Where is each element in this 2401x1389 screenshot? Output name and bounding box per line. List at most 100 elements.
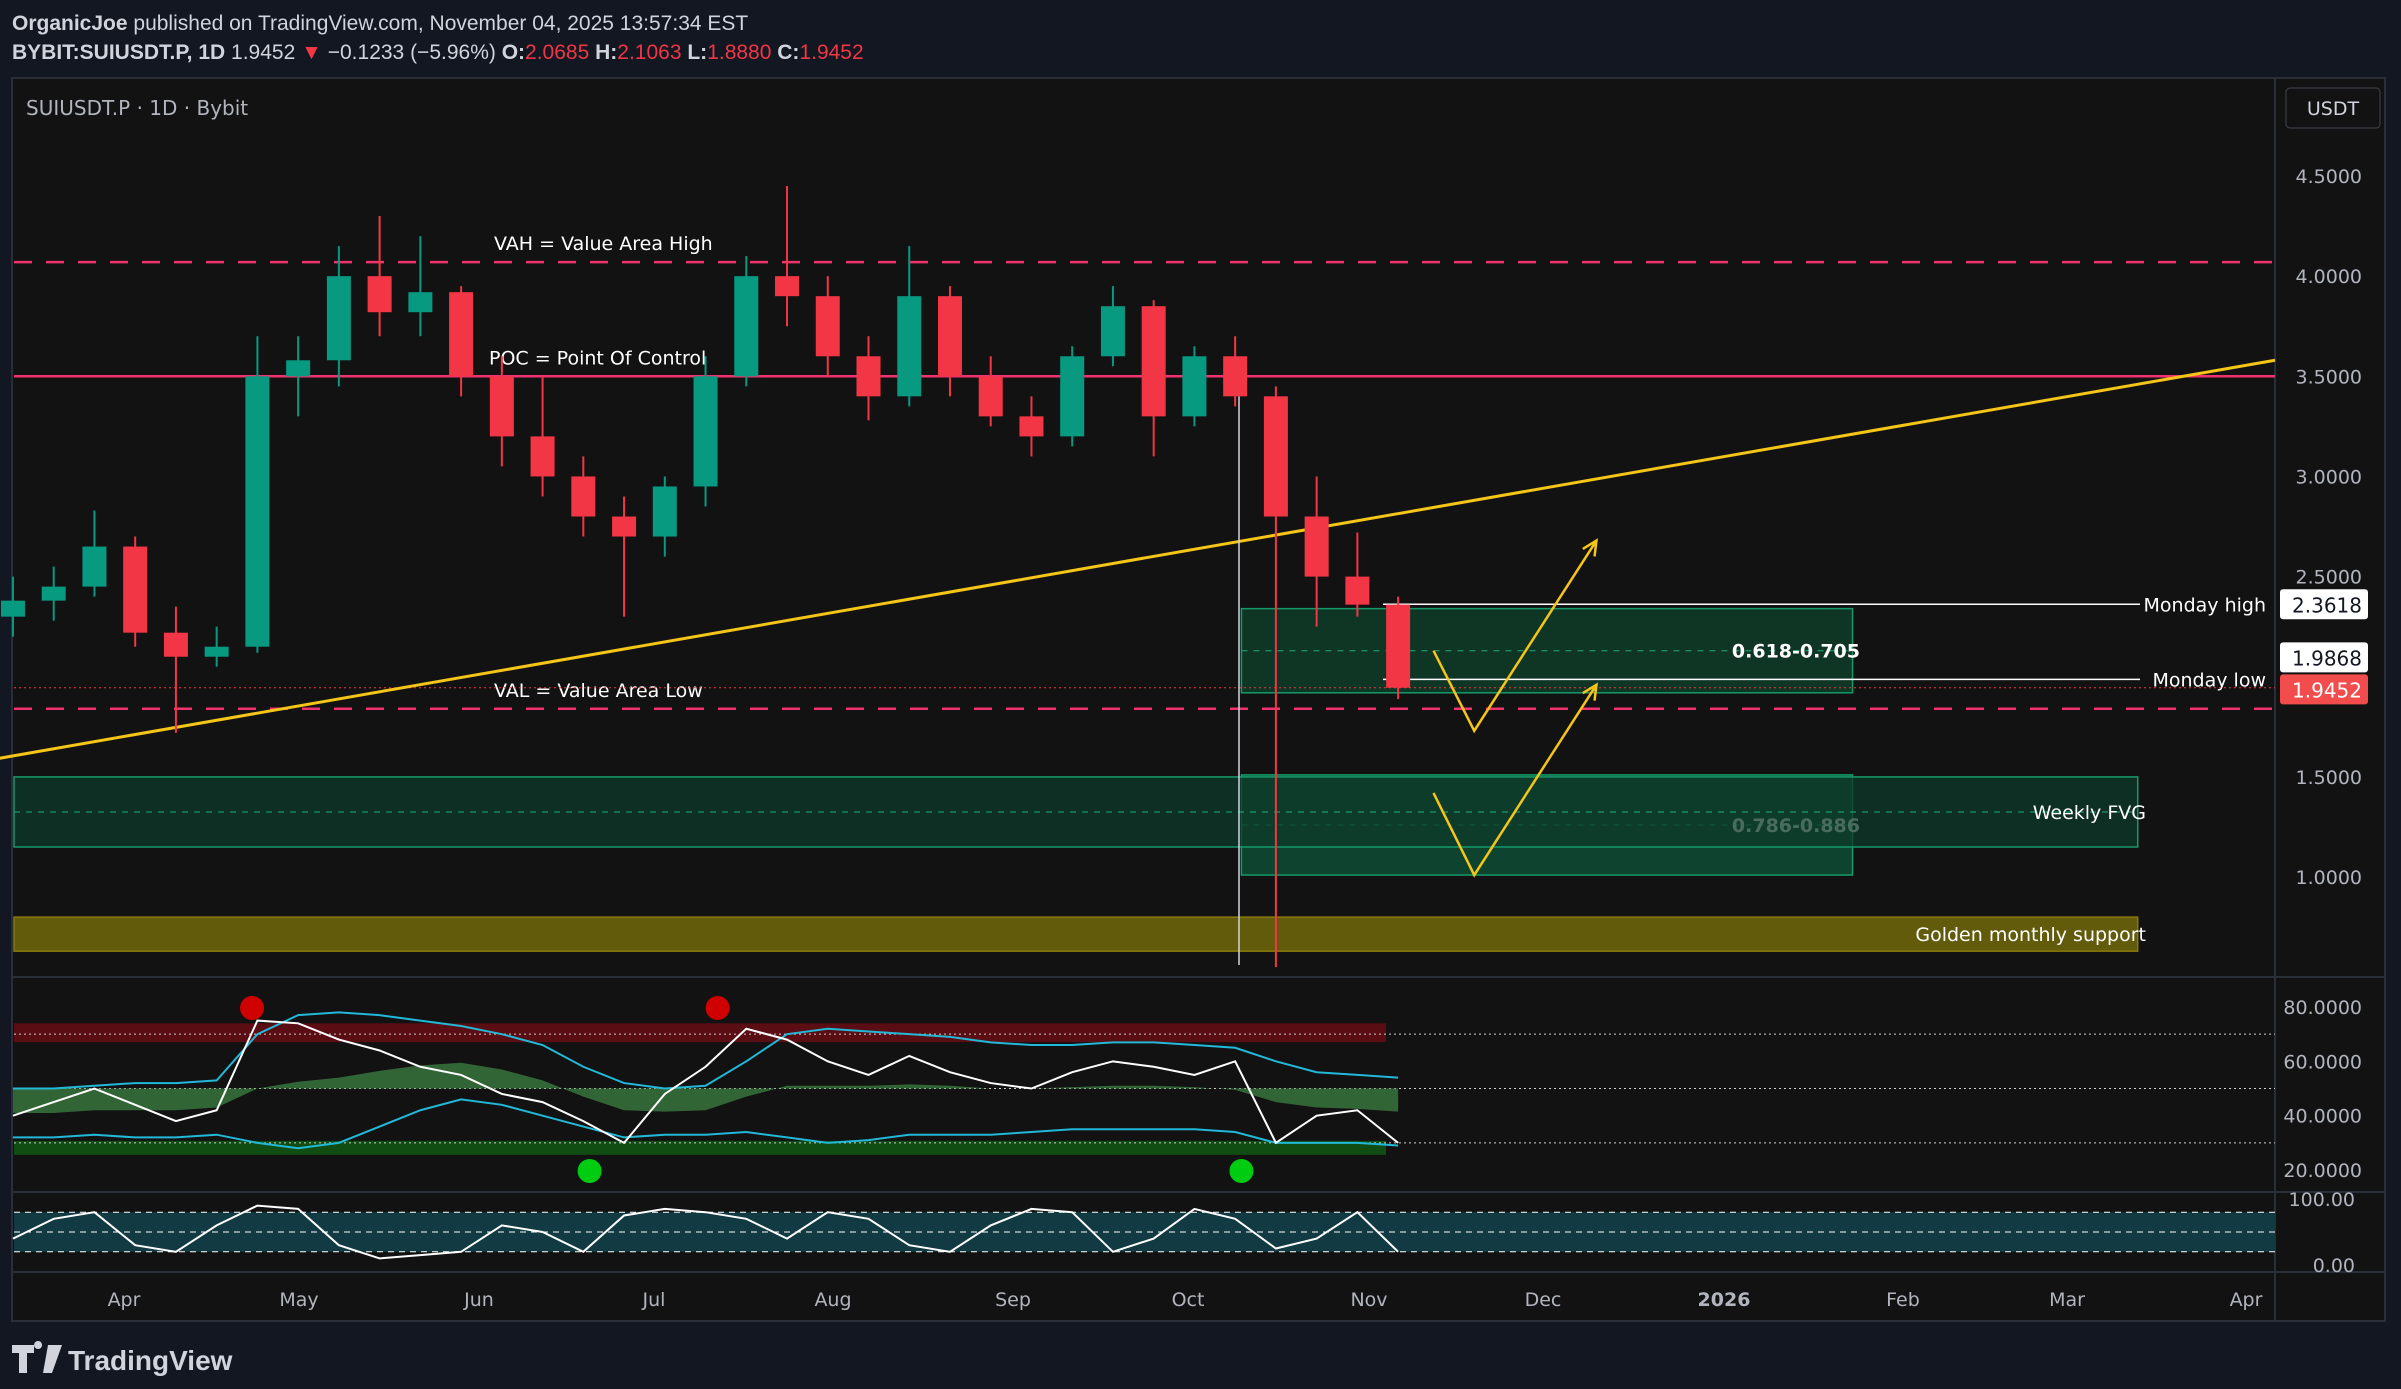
candle-body bbox=[1141, 306, 1166, 417]
candle-body bbox=[652, 486, 677, 537]
currency-button[interactable] bbox=[2285, 87, 2381, 129]
stoch-tick: 100.00 bbox=[2289, 1189, 2355, 1211]
level-label: POC = Point Of Control bbox=[489, 347, 706, 369]
candle-body bbox=[1386, 604, 1411, 688]
candle-body bbox=[123, 546, 148, 633]
projection-path bbox=[1432, 539, 1598, 734]
candle bbox=[897, 246, 922, 407]
candle-body bbox=[856, 356, 881, 397]
candle bbox=[1223, 336, 1248, 407]
candle-body bbox=[408, 292, 433, 313]
candle bbox=[123, 536, 148, 647]
buy-signal-dot bbox=[577, 1159, 602, 1183]
overbought-band bbox=[14, 1023, 1386, 1043]
publish-info: published on TradingView.com, November 0… bbox=[133, 12, 748, 35]
open-label: O: bbox=[502, 41, 525, 64]
last-price: 1.9452 bbox=[231, 41, 295, 64]
candle bbox=[245, 336, 270, 653]
candle-body bbox=[0, 600, 25, 617]
price-tag bbox=[2280, 642, 2368, 673]
axes: 4.5000 4.0000 3.5000 3.0000 2.5000 1.5000 1.00… bbox=[108, 166, 2368, 1311]
rsi-tick: 20.0000 bbox=[2283, 1160, 2362, 1182]
candle-body bbox=[1182, 356, 1207, 417]
publish-line: OrganicJoe published on TradingView.com,… bbox=[12, 12, 748, 35]
candle-body bbox=[41, 586, 66, 601]
candle-body bbox=[978, 376, 1003, 417]
candle bbox=[0, 576, 25, 637]
rsi-basis-area bbox=[12, 1062, 1399, 1113]
candle-body bbox=[1263, 396, 1288, 517]
candle bbox=[571, 456, 596, 537]
candle-body bbox=[1060, 356, 1085, 437]
candle bbox=[82, 510, 107, 597]
rsi-lower-band bbox=[12, 1098, 1399, 1150]
time-tick: Sep bbox=[995, 1289, 1031, 1311]
candle bbox=[530, 376, 555, 497]
candle-body bbox=[734, 276, 759, 377]
chart-legend[interactable]: SUIUSDT.P · 1D · Bybit bbox=[26, 96, 248, 120]
symbol-line: BYBIT:SUIUSDT.P, 1D 1.9452 ▼ −0.1233 (−5… bbox=[12, 41, 864, 64]
author[interactable]: OrganicJoe bbox=[12, 12, 128, 35]
time-tick: Apr bbox=[108, 1289, 141, 1311]
close-label: C: bbox=[777, 41, 799, 64]
arrow-head-icon bbox=[1582, 538, 1599, 557]
candle bbox=[978, 356, 1003, 427]
candle bbox=[163, 606, 188, 733]
rsi-pane[interactable] bbox=[12, 996, 2275, 1183]
time-tick: Feb bbox=[1886, 1289, 1920, 1311]
symbol: BYBIT:SUIUSDT.P, 1D bbox=[12, 41, 225, 64]
candle-body bbox=[163, 632, 188, 657]
candle bbox=[652, 476, 677, 557]
candle-body bbox=[286, 360, 311, 377]
candle-body bbox=[612, 516, 637, 537]
stoch-band bbox=[14, 1212, 2275, 1252]
level-label: VAL = Value Area Low bbox=[494, 680, 703, 702]
candle-body bbox=[1223, 356, 1248, 397]
candle-body bbox=[775, 276, 800, 297]
candle bbox=[612, 496, 637, 617]
candle bbox=[1386, 596, 1411, 700]
stoch-tick: 0.00 bbox=[2313, 1255, 2355, 1277]
level-label: VAH = Value Area High bbox=[494, 233, 713, 255]
price-tick: 1.5000 bbox=[2296, 767, 2362, 789]
price-tag bbox=[2280, 589, 2368, 620]
close-value: 1.9452 bbox=[799, 41, 863, 64]
candle bbox=[1060, 346, 1085, 447]
candle bbox=[489, 356, 514, 467]
time-tick: Dec bbox=[1525, 1289, 1562, 1311]
candle bbox=[1100, 286, 1125, 367]
sell-signal-dot bbox=[705, 996, 730, 1020]
price-tag bbox=[2280, 674, 2368, 705]
time-tick: Aug bbox=[814, 1289, 851, 1311]
candle-body bbox=[897, 296, 922, 397]
candle-body bbox=[204, 646, 229, 657]
candle-body bbox=[1100, 306, 1125, 357]
price-tick: 3.0000 bbox=[2296, 466, 2362, 488]
monday-label: Monday high bbox=[2144, 594, 2266, 616]
candle-body bbox=[693, 376, 718, 487]
time-tick: Jul bbox=[642, 1289, 666, 1311]
candle bbox=[367, 216, 392, 337]
brand-name: TradingView bbox=[68, 1345, 233, 1376]
candle bbox=[449, 286, 474, 397]
candle-body bbox=[367, 276, 392, 313]
low-value: 1.8880 bbox=[707, 41, 771, 64]
arrow-head-icon bbox=[1582, 682, 1599, 701]
candle bbox=[286, 336, 311, 417]
candle-body bbox=[937, 296, 962, 377]
price-tick: 4.5000 bbox=[2296, 166, 2362, 188]
candle-body bbox=[1304, 516, 1329, 577]
rsi-tick: 80.0000 bbox=[2283, 997, 2362, 1019]
candle-body bbox=[571, 476, 596, 517]
time-tick: May bbox=[279, 1289, 318, 1311]
trendline bbox=[0, 358, 2276, 760]
price-tag-value: 1.9452 bbox=[2292, 678, 2362, 702]
price-tag-value: 1.9868 bbox=[2292, 646, 2362, 670]
stoch-pane[interactable] bbox=[12, 1204, 2275, 1260]
low-label: L: bbox=[687, 41, 707, 64]
tradingview-logo[interactable]: TradingView bbox=[12, 1341, 233, 1376]
candle-body bbox=[489, 376, 514, 437]
candle-body bbox=[1345, 576, 1370, 605]
time-tick: Apr bbox=[2230, 1289, 2263, 1311]
